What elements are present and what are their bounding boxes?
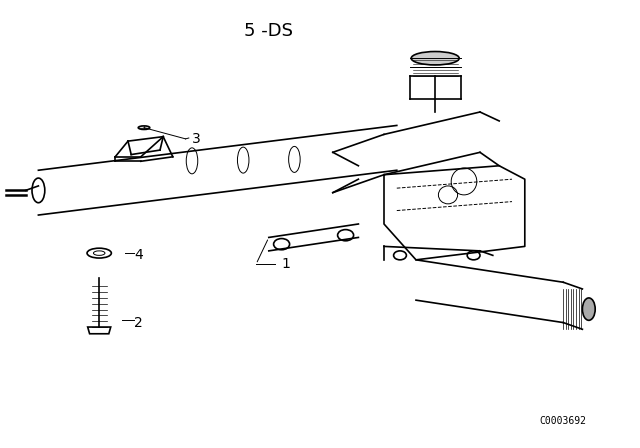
Text: 5 -DS: 5 -DS bbox=[244, 22, 293, 40]
Polygon shape bbox=[88, 327, 111, 334]
Ellipse shape bbox=[87, 248, 111, 258]
Ellipse shape bbox=[138, 126, 150, 129]
Text: C0003692: C0003692 bbox=[540, 416, 587, 426]
Ellipse shape bbox=[582, 298, 595, 320]
Text: 2: 2 bbox=[134, 315, 143, 330]
Ellipse shape bbox=[412, 52, 460, 65]
Text: 1: 1 bbox=[282, 257, 291, 271]
Text: 4: 4 bbox=[134, 248, 143, 263]
Ellipse shape bbox=[32, 178, 45, 203]
Text: 3: 3 bbox=[192, 132, 201, 146]
